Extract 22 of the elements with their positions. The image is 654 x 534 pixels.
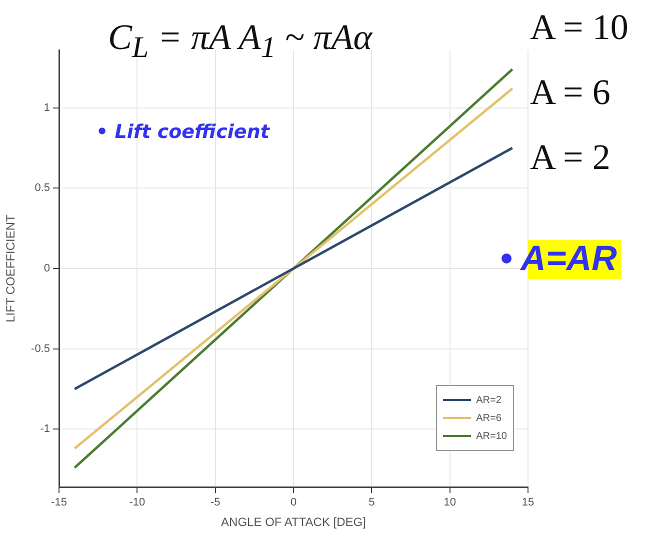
text: A = 2 [530,137,610,178]
y-tick-label: 0 [44,262,50,275]
x-axis-title: ANGLE OF ATTACK [DEG] [221,515,366,530]
text: A = 6 [530,72,610,113]
legend-label: AR=6 [476,412,502,424]
x-tick-label: 5 [368,496,375,509]
legend-label: AR=2 [476,394,502,406]
annotation: • Lift coefficient [96,121,270,143]
text: A = 10 [530,7,628,48]
x-tick-label: 15 [522,496,534,509]
y-tick-label: 0.5 [34,182,50,194]
annotation: C$_{L}$ = πA A$_{1}$ ~ πAα [108,17,372,64]
y-axis-title: LIFT COEFFICIENT [4,214,18,322]
y-tick-label: -1 [40,423,50,436]
x-tick-label: 10 [444,496,456,509]
x-tick-label: -10 [129,496,146,509]
x-tick-label: 0 [290,496,297,509]
x-tick-label: -5 [210,496,220,509]
y-tick-label: 1 [44,102,50,114]
x-tick-label: -15 [51,496,67,509]
legend-label: AR=10 [476,430,507,442]
y-tick-label: -0.5 [31,342,50,355]
